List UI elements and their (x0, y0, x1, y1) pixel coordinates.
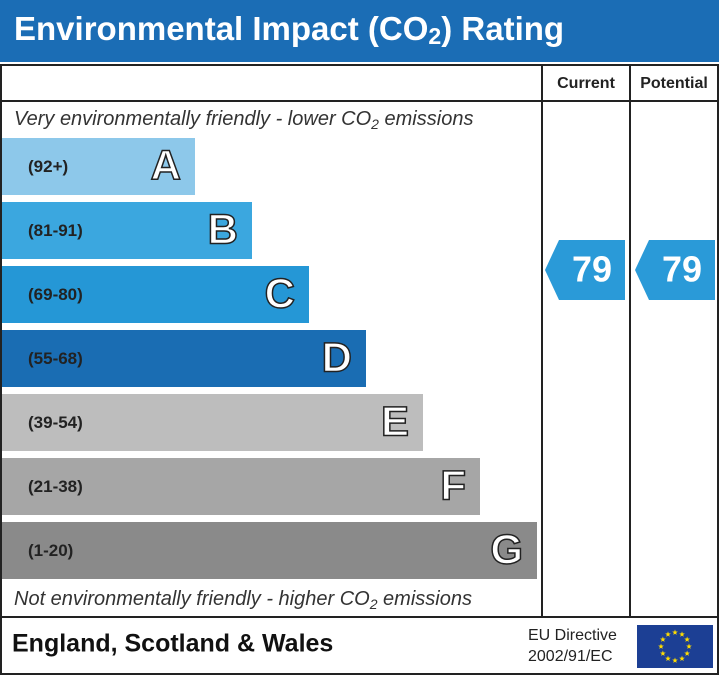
band-range: (21-38) (28, 477, 83, 496)
title-text: Environmental Impact (CO (14, 10, 428, 47)
directive-2: 2002/91/EC (528, 648, 613, 665)
band-range: (92+) (28, 157, 68, 176)
eu-star (679, 631, 685, 637)
band-range: (69-80) (28, 285, 83, 304)
title-text: ) Rating (441, 10, 564, 47)
eu-star (660, 636, 666, 642)
rating-arrow (545, 240, 625, 300)
directive-1: EU Directive (528, 627, 617, 644)
title: Environmental Impact (CO2) Rating (14, 10, 564, 49)
eu-star (684, 650, 690, 656)
note-text: Not environmentally friendly - higher CO (14, 588, 370, 610)
eu-star (672, 657, 678, 663)
band-letter: E (381, 398, 409, 445)
band-letter: G (490, 526, 523, 573)
note-text: emissions (378, 588, 472, 610)
eu-star (665, 655, 671, 662)
band-letter: A (151, 142, 181, 189)
band-range: (1-20) (28, 541, 73, 560)
col-current: Current (557, 75, 615, 92)
title-sub: 2 (428, 23, 441, 49)
bands: (92+) A (81-91) B (69-80) C (55-68) D (39-54) E (2… (2, 138, 537, 579)
rating-value: 79 (662, 249, 702, 290)
band (2, 202, 252, 259)
band-range: (39-54) (28, 413, 83, 432)
band (2, 522, 537, 579)
eu-star (672, 629, 678, 635)
band-letter: C (265, 270, 295, 317)
region: England, Scotland & Wales (12, 630, 333, 658)
band-letter: B (208, 206, 238, 253)
frame (0, 64, 719, 675)
bottom-note: Not environmentally friendly - higher CO… (14, 588, 472, 611)
eu-stars (658, 629, 692, 663)
eu-star (679, 655, 685, 662)
band-letter: D (322, 334, 352, 381)
note-text: Very environmentally friendly - lower CO (14, 108, 371, 130)
band (2, 394, 423, 451)
eu-star (660, 650, 666, 656)
title-bar (0, 0, 719, 62)
eu-star (686, 643, 692, 649)
note-text: emissions (379, 108, 473, 130)
band-range: (55-68) (28, 349, 83, 368)
eu-star (684, 636, 690, 642)
col-potential: Potential (640, 75, 708, 92)
band-range: (81-91) (28, 221, 83, 240)
note-sub: 2 (370, 116, 379, 132)
top-note: Very environmentally friendly - lower CO… (14, 108, 473, 131)
band (2, 266, 309, 323)
band-letter: F (440, 462, 466, 509)
eu-star (658, 643, 664, 649)
band (2, 138, 195, 195)
band (2, 458, 480, 515)
eu-star (665, 631, 671, 637)
rating-arrow (635, 240, 715, 300)
band (2, 330, 366, 387)
rating-value: 79 (572, 249, 612, 290)
note-sub: 2 (369, 596, 378, 612)
rating-arrows: 79 79 (545, 240, 715, 300)
